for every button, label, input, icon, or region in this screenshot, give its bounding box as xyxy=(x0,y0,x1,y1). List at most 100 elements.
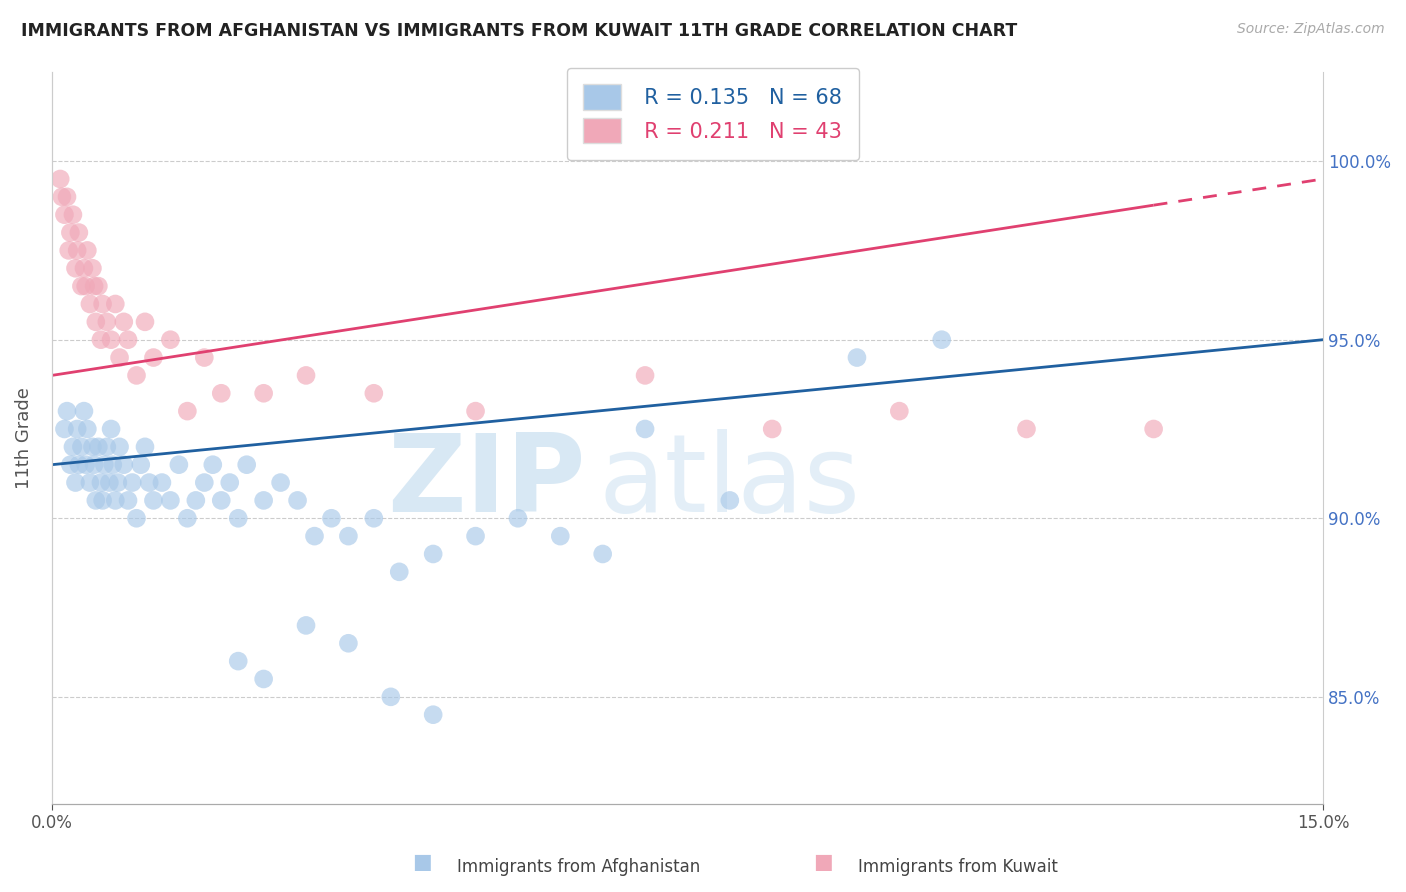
Text: IMMIGRANTS FROM AFGHANISTAN VS IMMIGRANTS FROM KUWAIT 11TH GRADE CORRELATION CHA: IMMIGRANTS FROM AFGHANISTAN VS IMMIGRANT… xyxy=(21,22,1018,40)
Point xyxy=(121,475,143,490)
Point xyxy=(96,315,118,329)
Point xyxy=(270,475,292,490)
Point xyxy=(59,226,82,240)
Point xyxy=(112,458,135,472)
Point xyxy=(134,315,156,329)
Point xyxy=(117,493,139,508)
Point xyxy=(51,190,73,204)
Point xyxy=(125,368,148,383)
Point xyxy=(66,244,89,258)
Text: ■: ■ xyxy=(813,853,832,872)
Text: Immigrants from Afghanistan: Immigrants from Afghanistan xyxy=(457,858,700,876)
Point xyxy=(176,404,198,418)
Point xyxy=(253,493,276,508)
Point xyxy=(91,297,114,311)
Point xyxy=(253,672,276,686)
Y-axis label: 11th Grade: 11th Grade xyxy=(15,387,32,489)
Point xyxy=(108,440,131,454)
Point xyxy=(142,493,165,508)
Point xyxy=(422,707,444,722)
Point xyxy=(295,618,318,632)
Point xyxy=(70,279,93,293)
Point xyxy=(142,351,165,365)
Point xyxy=(108,351,131,365)
Point xyxy=(150,475,173,490)
Point xyxy=(184,493,207,508)
Point xyxy=(117,333,139,347)
Point xyxy=(75,458,97,472)
Point xyxy=(62,440,84,454)
Point xyxy=(59,458,82,472)
Point xyxy=(104,493,127,508)
Point xyxy=(76,244,98,258)
Point xyxy=(761,422,783,436)
Point xyxy=(83,279,105,293)
Text: ZIP: ZIP xyxy=(387,429,586,535)
Point xyxy=(159,493,181,508)
Text: ■: ■ xyxy=(412,853,432,872)
Point xyxy=(125,511,148,525)
Point xyxy=(235,458,257,472)
Point xyxy=(79,297,101,311)
Point xyxy=(209,386,232,401)
Point xyxy=(931,333,953,347)
Point xyxy=(91,493,114,508)
Point xyxy=(176,511,198,525)
Point xyxy=(104,297,127,311)
Point xyxy=(167,458,190,472)
Point xyxy=(201,458,224,472)
Point xyxy=(84,493,107,508)
Point xyxy=(65,475,87,490)
Point xyxy=(422,547,444,561)
Point xyxy=(107,475,129,490)
Point xyxy=(159,333,181,347)
Point xyxy=(253,386,276,401)
Point xyxy=(101,458,124,472)
Point xyxy=(380,690,402,704)
Point xyxy=(90,333,112,347)
Point xyxy=(98,475,121,490)
Point xyxy=(87,279,110,293)
Point xyxy=(506,511,529,525)
Point xyxy=(112,315,135,329)
Point xyxy=(83,458,105,472)
Point xyxy=(82,261,104,276)
Point xyxy=(363,386,385,401)
Point xyxy=(93,458,115,472)
Point xyxy=(889,404,911,418)
Point xyxy=(388,565,411,579)
Point xyxy=(129,458,152,472)
Point xyxy=(295,368,318,383)
Point xyxy=(226,654,249,668)
Point xyxy=(337,636,360,650)
Point xyxy=(53,208,76,222)
Point xyxy=(67,226,90,240)
Point xyxy=(718,493,741,508)
Point xyxy=(100,333,122,347)
Point xyxy=(634,368,657,383)
Point xyxy=(66,422,89,436)
Point xyxy=(464,529,486,543)
Point xyxy=(70,440,93,454)
Point xyxy=(82,440,104,454)
Legend:   R = 0.135   N = 68,   R = 0.211   N = 43: R = 0.135 N = 68, R = 0.211 N = 43 xyxy=(567,68,859,160)
Text: Source: ZipAtlas.com: Source: ZipAtlas.com xyxy=(1237,22,1385,37)
Point xyxy=(49,172,72,186)
Point xyxy=(550,529,572,543)
Point xyxy=(76,422,98,436)
Point xyxy=(62,208,84,222)
Point xyxy=(1015,422,1038,436)
Point xyxy=(79,475,101,490)
Point xyxy=(592,547,614,561)
Point xyxy=(73,404,96,418)
Point xyxy=(84,315,107,329)
Point xyxy=(134,440,156,454)
Point xyxy=(58,244,80,258)
Point xyxy=(65,261,87,276)
Point xyxy=(87,440,110,454)
Point xyxy=(138,475,160,490)
Point xyxy=(464,404,486,418)
Point xyxy=(363,511,385,525)
Point xyxy=(1142,422,1164,436)
Point xyxy=(321,511,343,525)
